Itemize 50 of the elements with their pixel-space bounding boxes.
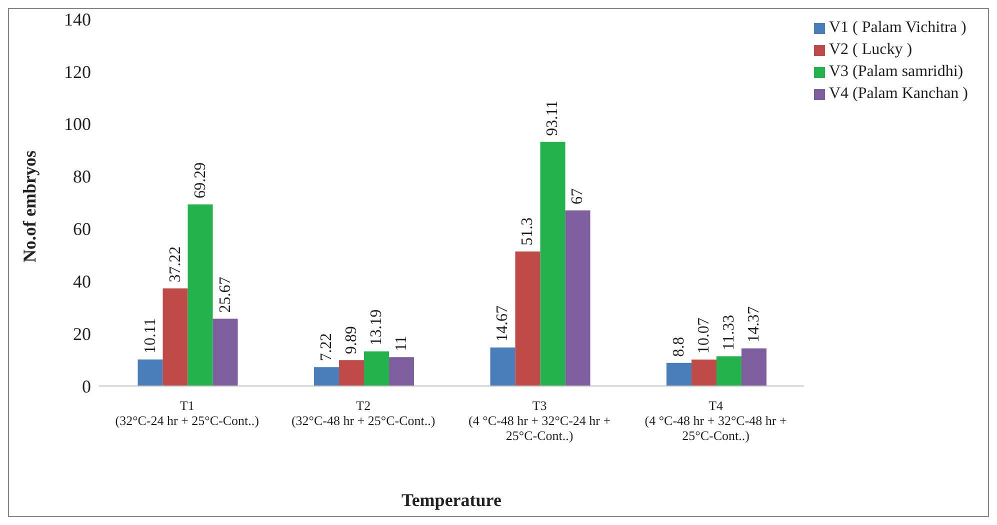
- legend-label: V4 (Palam Kanchan ): [828, 85, 968, 102]
- bar: [162, 288, 188, 386]
- data-label: 11: [393, 336, 410, 352]
- legend-label: V1 ( Palam Vichitra ): [828, 19, 966, 36]
- bar: [666, 362, 692, 386]
- data-label: 11.33: [720, 314, 738, 350]
- y-tick-label: 60: [73, 219, 91, 240]
- y-tick-label: 20: [73, 324, 91, 344]
- x-tick-label: T1 (32°C-24 hr + 25°C-Cont..): [115, 398, 259, 428]
- data-label: 10.07: [695, 318, 712, 354]
- legend-label: V3 (Palam samridhi): [828, 63, 964, 80]
- bar: [490, 348, 516, 386]
- bar: [540, 142, 566, 386]
- bar: [716, 356, 742, 386]
- y-tick-label: 140: [64, 9, 91, 30]
- data-label: 9.89: [343, 326, 360, 354]
- bar: [741, 348, 766, 386]
- bar: [188, 204, 213, 386]
- y-tick-label: 0: [82, 376, 91, 396]
- data-label: 10.11: [142, 318, 159, 354]
- bar: [515, 252, 540, 386]
- legend-label: V2 ( Lucky ): [828, 41, 912, 58]
- y-tick-label: 80: [73, 166, 91, 187]
- y-tick-label: 120: [64, 62, 91, 82]
- data-label: 13.19: [368, 309, 386, 346]
- data-label: 67: [569, 188, 586, 204]
- x-tick-label: T4 (4 °C-48 hr + 32°C-48 hr + 25°C-Cont..): [644, 398, 787, 443]
- data-label: 69.29: [192, 162, 209, 198]
- data-label: 14.67: [494, 306, 512, 342]
- bar: [339, 360, 364, 386]
- bar: [314, 367, 340, 386]
- data-label: 14.37: [745, 306, 762, 342]
- bar: [565, 210, 590, 386]
- x-axis-title: Temperature: [401, 490, 502, 510]
- x-tick-label: T2 (32°C-48 hr + 25°C-Cont..): [291, 398, 436, 428]
- bar: [691, 360, 716, 386]
- x-tick-label: T3 (4 °C-48 hr + 32°C-24 hr + 25°C-Cont..): [468, 398, 611, 443]
- bar: [389, 357, 414, 386]
- y-axis-title: No.of embryos: [19, 150, 40, 262]
- bar: [138, 359, 163, 386]
- data-label: 93.11: [544, 100, 562, 136]
- bar: [364, 351, 390, 386]
- data-label: 25.67: [216, 276, 234, 313]
- data-label: 51.3: [519, 218, 536, 246]
- bar: [212, 318, 238, 386]
- data-label: 8.8: [670, 336, 688, 357]
- y-tick-label: 100: [64, 114, 91, 134]
- y-tick-label: 40: [73, 272, 91, 292]
- data-label: 37.22: [166, 246, 184, 282]
- data-label: 7.22: [318, 333, 336, 362]
